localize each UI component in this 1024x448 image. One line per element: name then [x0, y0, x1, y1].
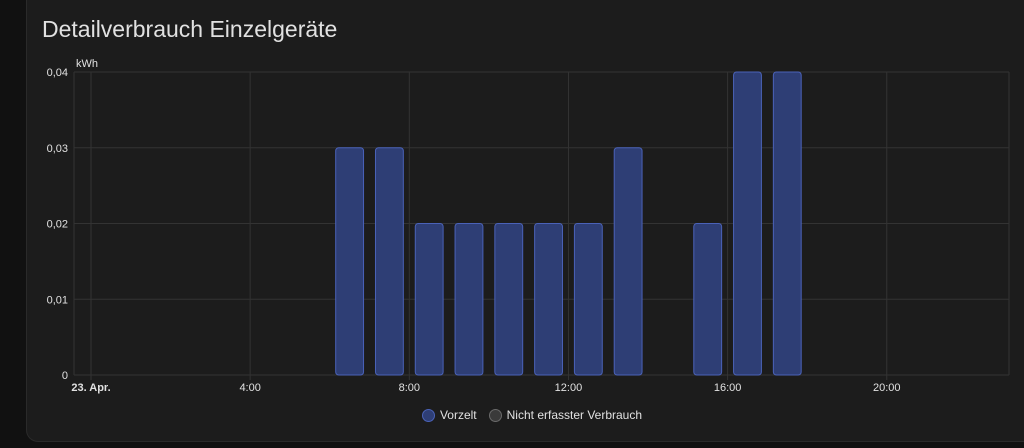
y-tick-label: 0,04 [47, 67, 68, 79]
x-tick-label: 16:00 [714, 382, 742, 394]
bar-vorzelt[interactable] [374, 147, 404, 376]
bar-vorzelt[interactable] [335, 147, 365, 376]
bar-chart: 0 0,01 0,02 0,03 0,04 kWh 23. Apr. 4:00 8:00 12:0… [47, 58, 1010, 394]
legend-item-vorzelt[interactable]: Vorzelt [421, 408, 477, 422]
bar-vorzelt[interactable] [613, 147, 643, 376]
bar-vorzelt[interactable] [414, 223, 444, 376]
bar-vorzelt[interactable] [534, 223, 563, 376]
y-axis-unit-label: kWh [76, 58, 98, 70]
y-tick-label: 0,02 [47, 219, 68, 231]
bar-vorzelt[interactable] [494, 223, 524, 376]
legend-label-nicht-erfasst: Nicht erfasster Verbrauch [506, 408, 643, 422]
x-tick-label: 8:00 [399, 382, 420, 394]
legend: Vorzelt Nicht erfasster Verbrauch [27, 408, 1024, 422]
bar-vorzelt[interactable] [454, 223, 484, 376]
bar-vorzelt[interactable] [573, 223, 603, 376]
bars [335, 71, 802, 376]
legend-swatch-nicht-erfasst [488, 408, 502, 422]
bar-vorzelt[interactable] [693, 223, 723, 376]
card-title: Detailverbrauch Einzelgeräte [42, 16, 338, 42]
legend-swatch-vorzelt [421, 408, 435, 422]
legend-item-nicht-erfasst[interactable]: Nicht erfasster Verbrauch [488, 408, 643, 422]
legend-label-vorzelt: Vorzelt [439, 408, 477, 422]
y-tick-label: 0 [62, 370, 68, 382]
x-tick-label: 23. Apr. [71, 382, 110, 394]
bar-vorzelt[interactable] [772, 71, 802, 376]
y-tick-label: 0,01 [47, 294, 68, 306]
x-tick-label: 20:00 [873, 382, 901, 394]
y-tick-label: 0,03 [47, 143, 68, 155]
x-tick-label: 4:00 [239, 382, 260, 394]
bar-vorzelt[interactable] [733, 71, 762, 376]
energy-card: Detailverbrauch Einzelgeräte 0 0,01 0,02 0,… [26, 0, 1024, 442]
x-tick-label: 12:00 [555, 382, 583, 394]
axis-labels: 0 0,01 0,02 0,03 0,04 kWh 23. Apr. 4:00 8:00 12:0… [47, 58, 901, 394]
